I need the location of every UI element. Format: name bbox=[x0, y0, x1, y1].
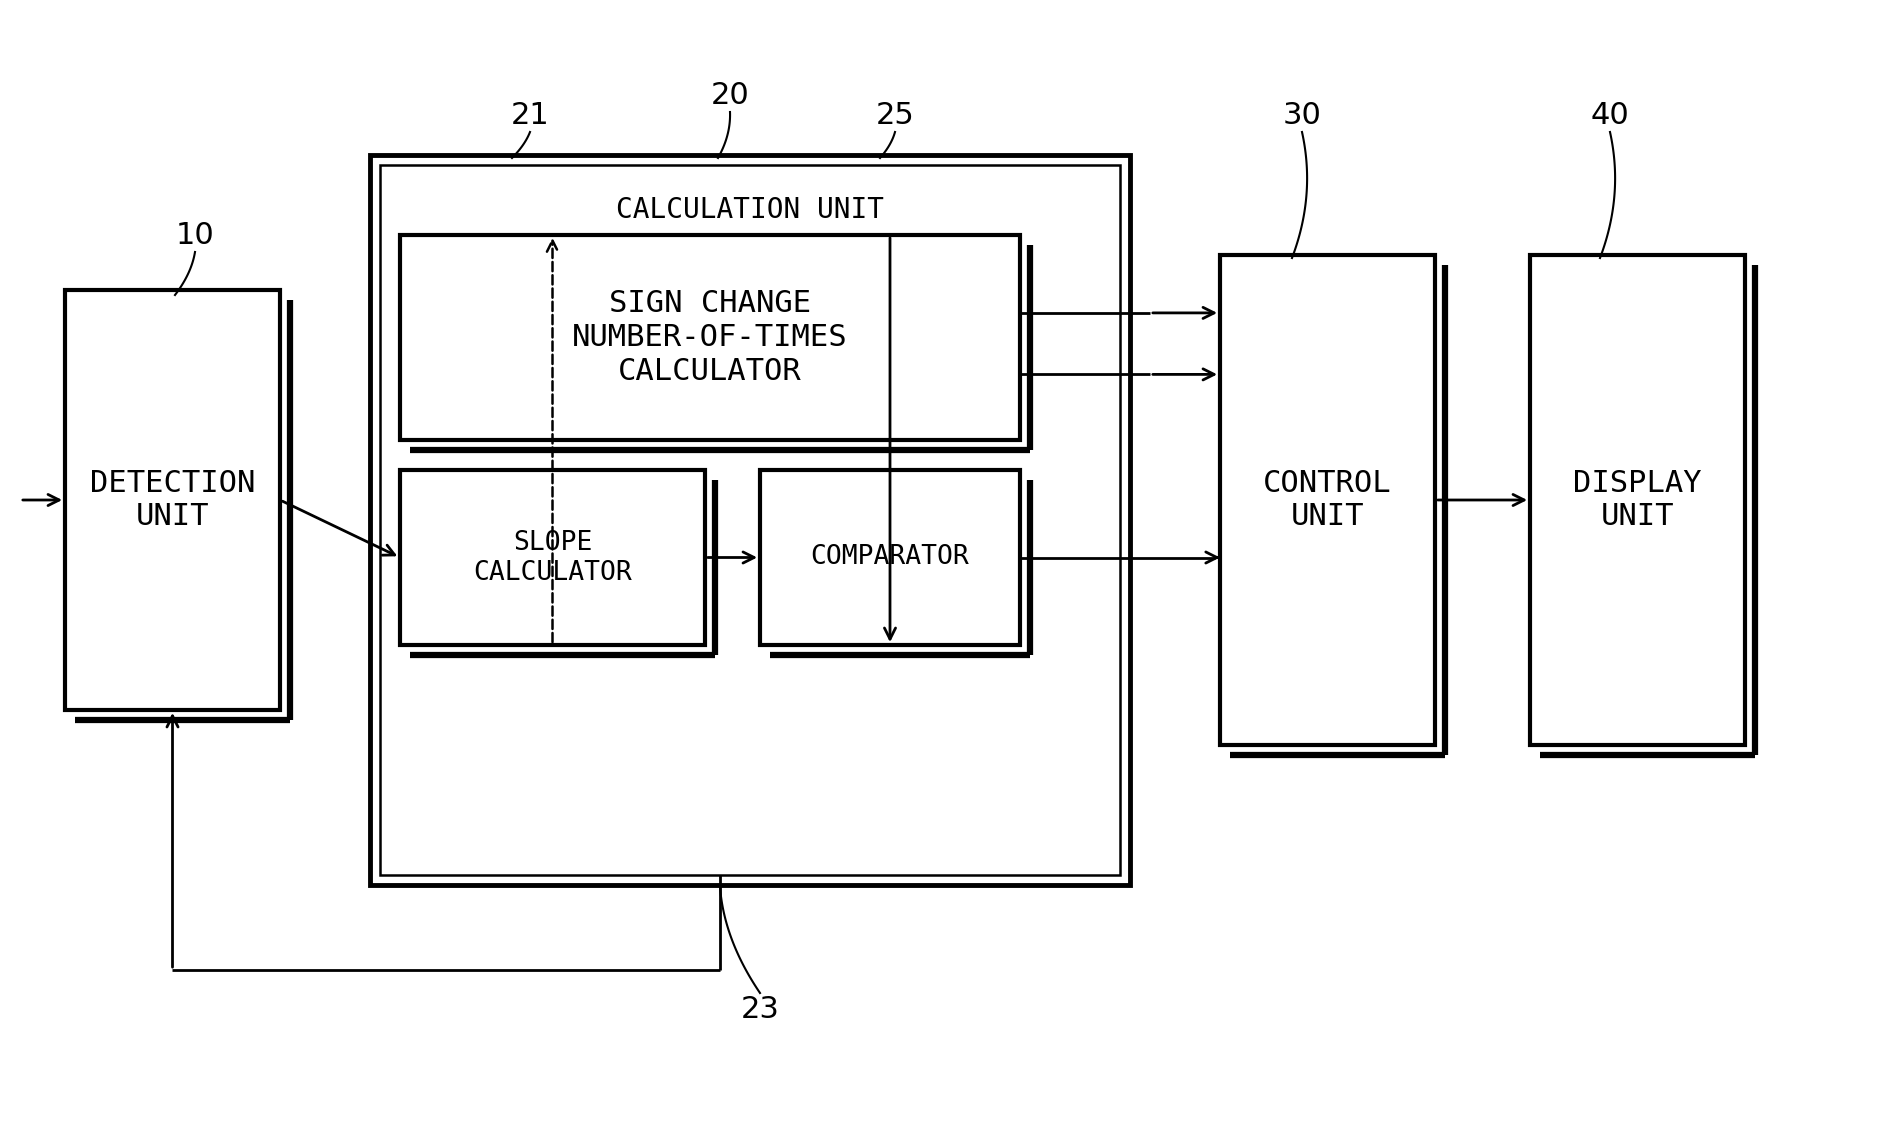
Text: CONTROL
UNIT: CONTROL UNIT bbox=[1263, 469, 1391, 531]
Text: 10: 10 bbox=[175, 220, 215, 250]
Bar bbox=[1530, 255, 1745, 746]
Text: DETECTION
UNIT: DETECTION UNIT bbox=[90, 469, 256, 531]
Text: 23: 23 bbox=[740, 996, 779, 1024]
Bar bbox=[399, 470, 704, 645]
Text: 30: 30 bbox=[1282, 101, 1321, 130]
Bar bbox=[399, 235, 1020, 440]
Text: 25: 25 bbox=[875, 101, 915, 130]
Text: 21: 21 bbox=[510, 101, 550, 130]
Bar bbox=[1220, 255, 1434, 746]
Bar bbox=[66, 290, 280, 710]
Text: 20: 20 bbox=[710, 80, 749, 109]
Bar bbox=[760, 470, 1020, 645]
Text: COMPARATOR: COMPARATOR bbox=[809, 545, 969, 570]
Text: 40: 40 bbox=[1590, 101, 1628, 130]
Text: DISPLAY
UNIT: DISPLAY UNIT bbox=[1571, 469, 1701, 531]
Text: SIGN CHANGE
NUMBER-OF-TIMES
CALCULATOR: SIGN CHANGE NUMBER-OF-TIMES CALCULATOR bbox=[572, 289, 847, 385]
Text: CALCULATION UNIT: CALCULATION UNIT bbox=[615, 196, 883, 224]
Text: SLOPE
CALCULATOR: SLOPE CALCULATOR bbox=[472, 530, 632, 585]
Bar bbox=[380, 165, 1120, 875]
Bar bbox=[369, 155, 1129, 885]
